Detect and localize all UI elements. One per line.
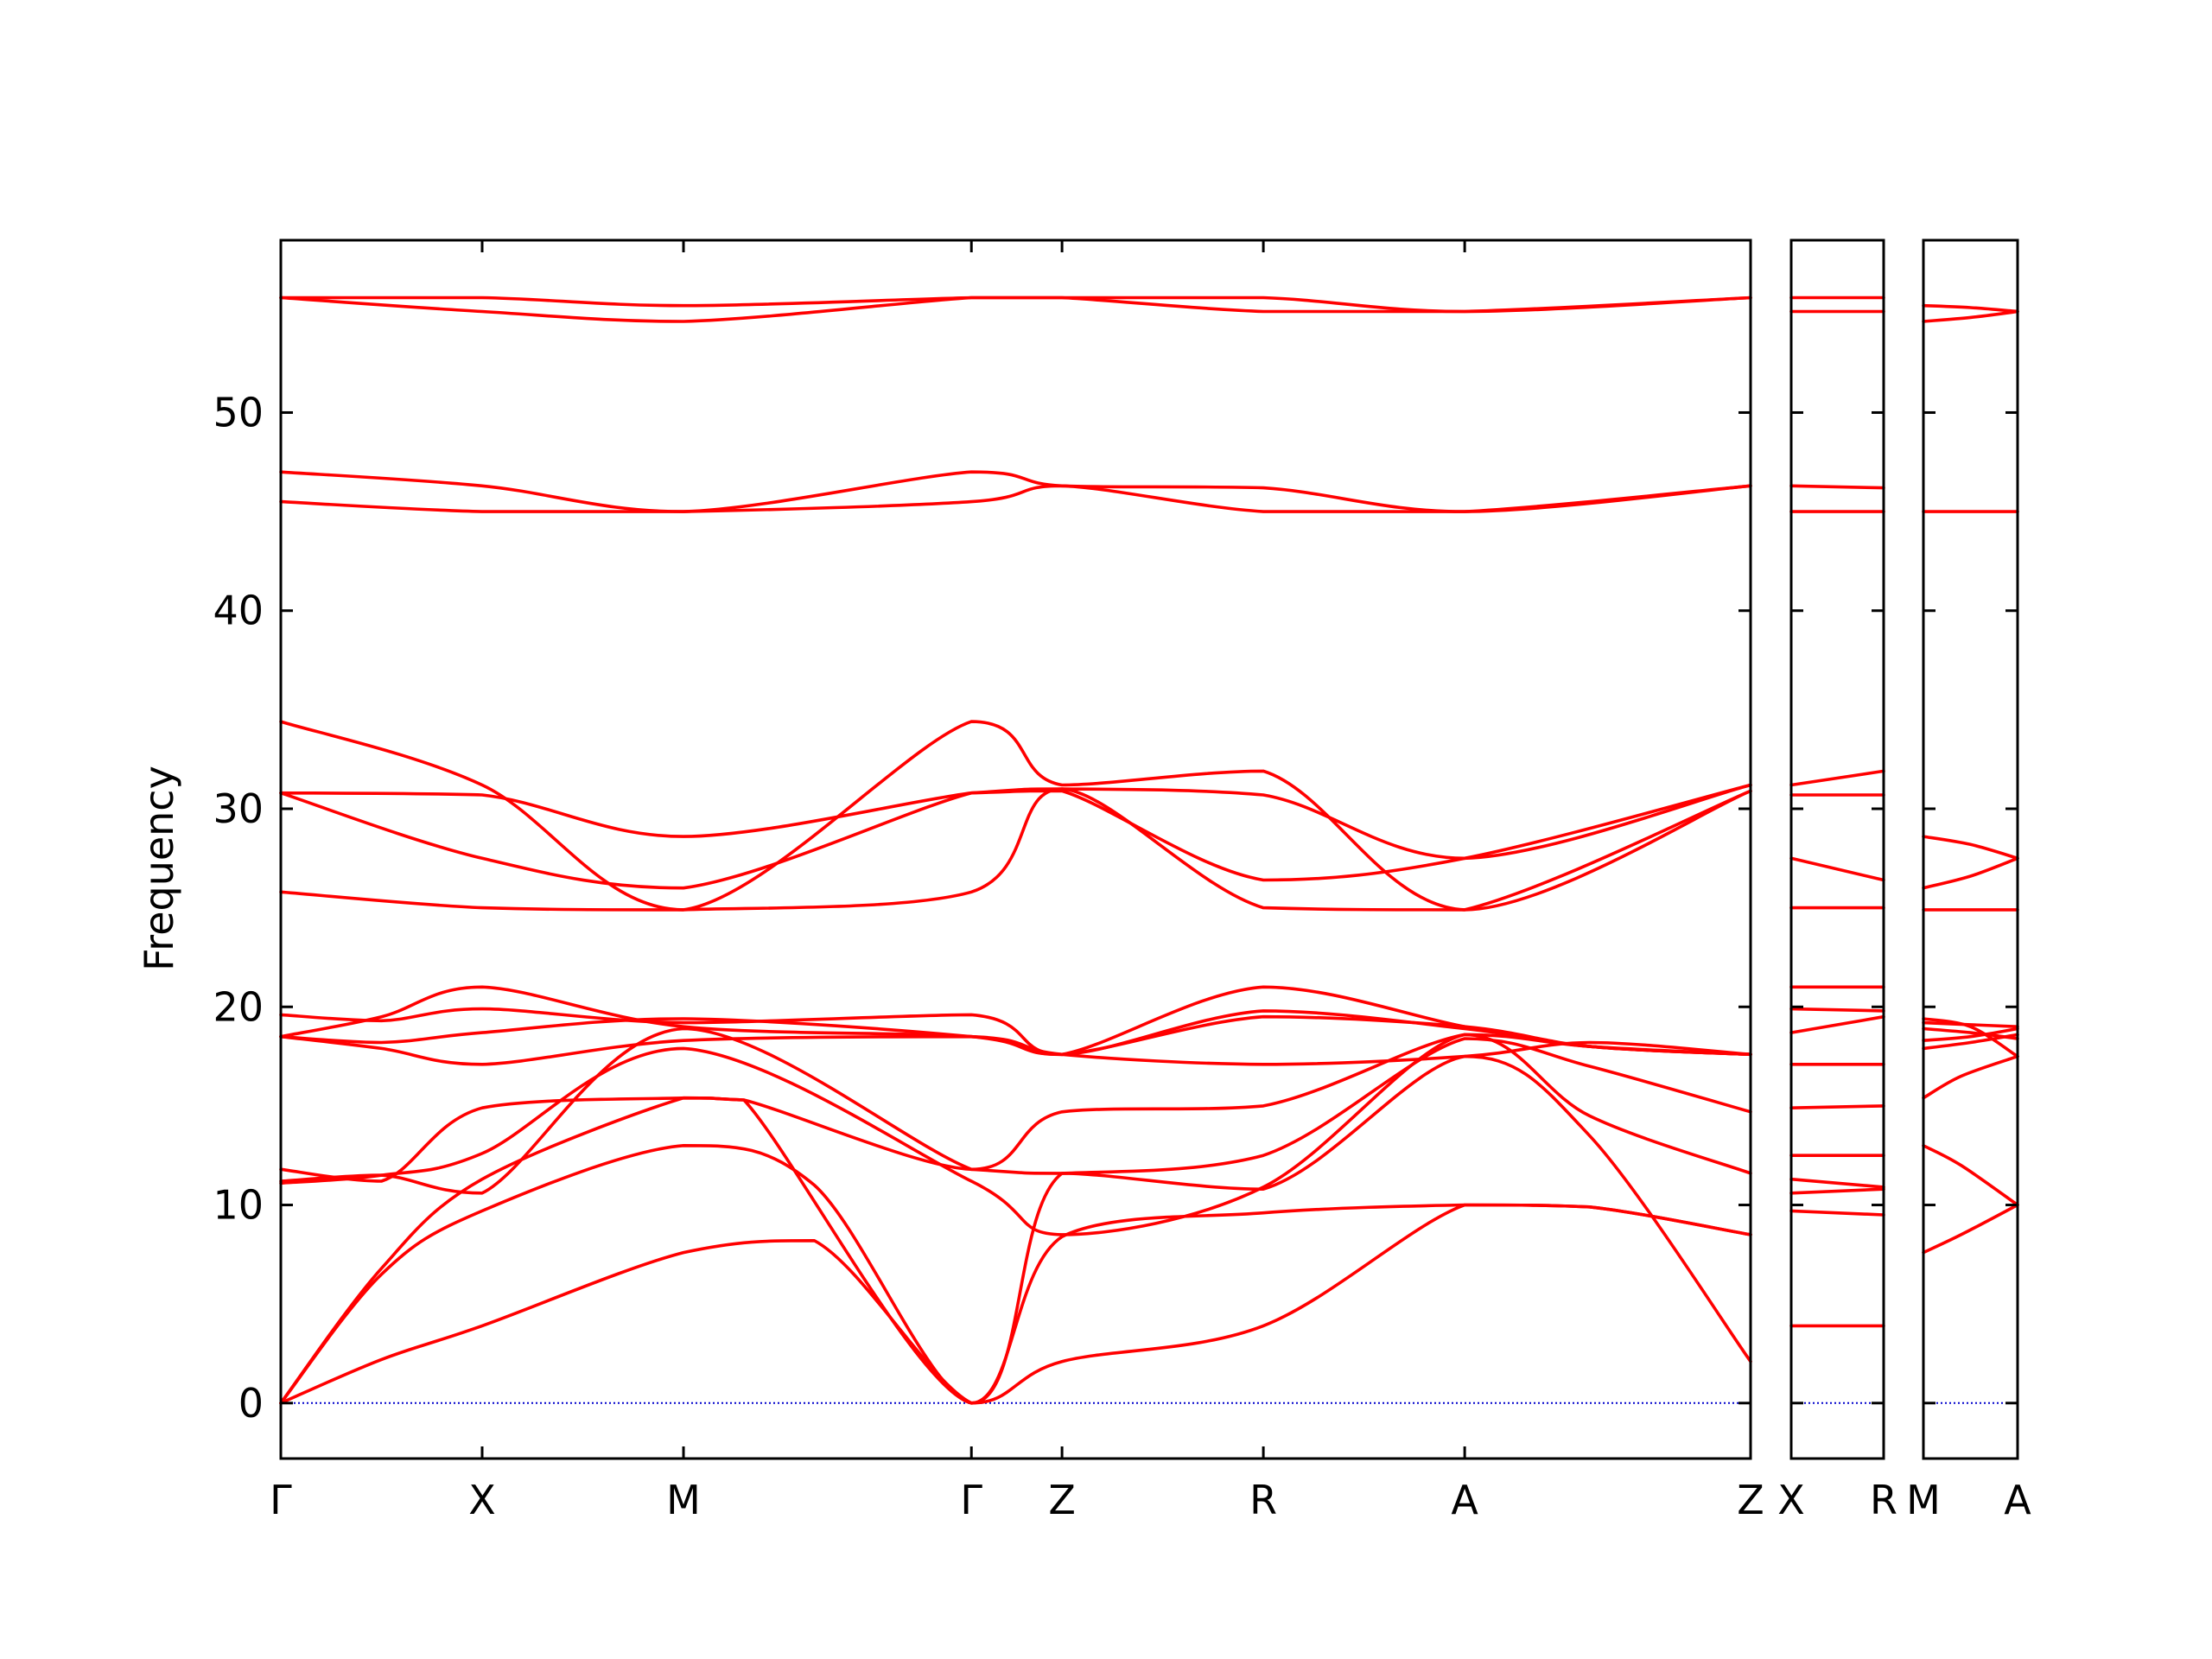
band-line-b10 bbox=[279, 985, 1752, 1057]
band-line-d1 bbox=[1922, 1203, 2019, 1255]
panel-frame bbox=[1789, 238, 1885, 1460]
x-tick-label: R bbox=[1249, 1477, 1277, 1523]
panel-frame bbox=[1922, 238, 2019, 1460]
x-tick-label: M bbox=[666, 1477, 701, 1523]
band-line-c3 bbox=[1789, 1187, 1885, 1195]
x-tick-label: X bbox=[468, 1477, 496, 1523]
x-tick-label: A bbox=[2004, 1477, 2031, 1523]
x-tick-label: X bbox=[1777, 1477, 1805, 1523]
x-tick-label: Γ bbox=[270, 1477, 292, 1523]
y-tick-label: 50 bbox=[213, 389, 264, 435]
band-line-b4 bbox=[279, 1033, 1752, 1236]
x-tick-label: A bbox=[1451, 1477, 1478, 1523]
y-tick-label: 20 bbox=[213, 983, 264, 1030]
y-tick-label: 40 bbox=[213, 588, 264, 634]
band-line-b7 bbox=[279, 1034, 1752, 1066]
band-line-d5 bbox=[1922, 1027, 2019, 1040]
band-line-b3 bbox=[279, 1054, 1752, 1405]
band-line-d11 bbox=[1922, 835, 2019, 861]
band-line-d8 bbox=[1922, 1020, 2019, 1028]
band-line-b1 bbox=[279, 1203, 1752, 1405]
band-line-d3 bbox=[1922, 1054, 2019, 1100]
band-line-d6 bbox=[1922, 1017, 2019, 1058]
x-tick-label: Z bbox=[1737, 1477, 1764, 1523]
x-tick-label: R bbox=[1870, 1477, 1897, 1523]
band-line-b6 bbox=[279, 1033, 1752, 1183]
x-tick-label: M bbox=[1906, 1477, 1941, 1523]
band-line-c9 bbox=[1789, 1007, 1885, 1013]
band-line-c8 bbox=[1789, 1014, 1885, 1034]
band-line-d10 bbox=[1922, 856, 2019, 890]
panel-frame bbox=[279, 238, 1752, 1460]
band-line-b14 bbox=[279, 720, 1752, 912]
band-line-d14 bbox=[1922, 303, 2019, 314]
band-line-b13 bbox=[279, 783, 1752, 861]
band-line-d13 bbox=[1922, 309, 2019, 323]
band-line-c6 bbox=[1789, 1104, 1885, 1109]
y-tick-label: 0 bbox=[238, 1380, 264, 1427]
band-line-c14 bbox=[1789, 769, 1885, 787]
y-tick-label: 10 bbox=[213, 1182, 264, 1229]
x-tick-label: Γ bbox=[960, 1477, 982, 1523]
band-line-b5 bbox=[279, 1027, 1752, 1195]
band-line-c12 bbox=[1789, 856, 1885, 882]
x-tick-label: Z bbox=[1048, 1477, 1076, 1523]
band-line-c16 bbox=[1789, 484, 1885, 490]
band-line-d7 bbox=[1922, 1027, 2019, 1042]
band-line-c2 bbox=[1789, 1209, 1885, 1217]
y-axis-label: Frequency bbox=[136, 766, 182, 971]
y-tick-labels: 0 10 20 30 40 50 bbox=[213, 389, 264, 1426]
band-line-b12 bbox=[279, 783, 1752, 890]
band-line-b18 bbox=[279, 296, 1752, 314]
y-tick-label: 30 bbox=[213, 785, 264, 832]
band-line-b2 bbox=[279, 1144, 1752, 1405]
band-line-b16 bbox=[279, 470, 1752, 513]
band-line-c4 bbox=[1789, 1177, 1885, 1189]
band-line-d2 bbox=[1922, 1144, 2019, 1207]
